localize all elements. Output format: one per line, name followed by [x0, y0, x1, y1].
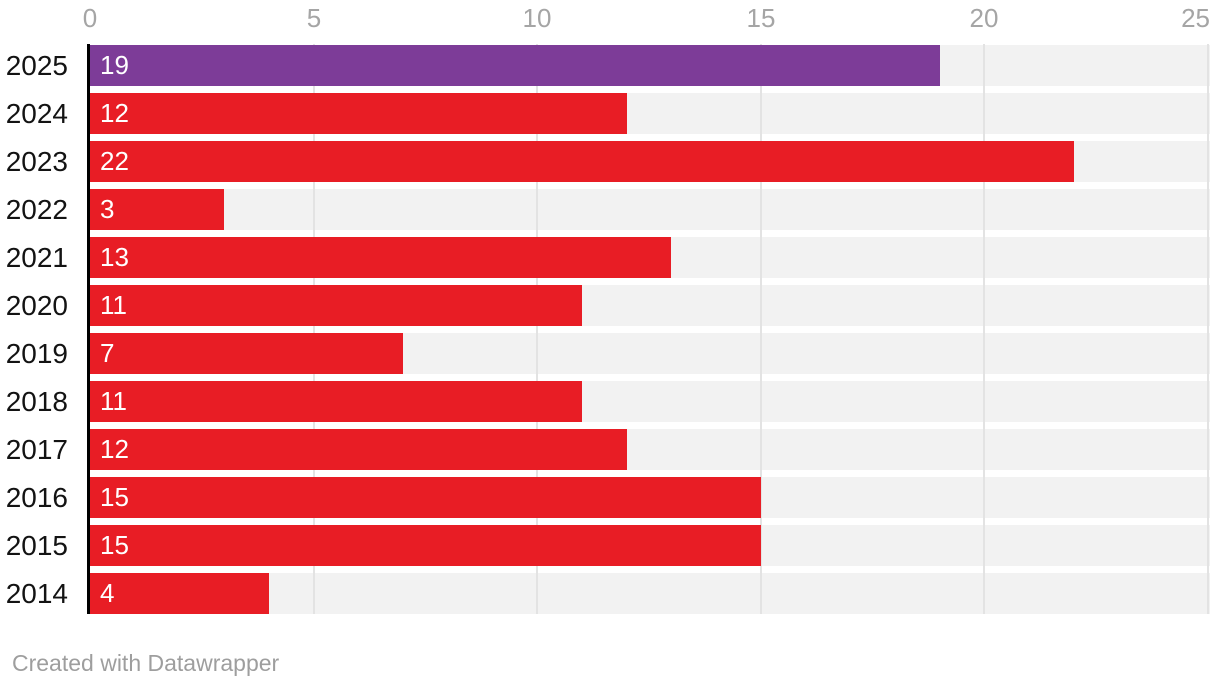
bar-value-label: 22: [100, 146, 129, 176]
bar-value-label: 15: [100, 482, 129, 512]
bar-2021: 13: [90, 237, 671, 278]
attribution-line: Created with Datawrapper: [12, 650, 279, 677]
bar-2020: 11: [90, 285, 582, 326]
gridline: [1207, 44, 1209, 614]
gridline: [313, 44, 315, 614]
bar-value-label: 12: [100, 98, 129, 128]
category-label-2020: 2020: [5, 289, 68, 321]
gridline: [760, 44, 762, 614]
bar-value-label: 13: [100, 242, 129, 272]
category-label-2015: 2015: [5, 529, 68, 561]
category-label-2014: 2014: [5, 577, 68, 609]
x-tick-label: 0: [82, 3, 98, 33]
bar-value-label: 11: [100, 386, 127, 416]
y-axis-line: [87, 44, 90, 614]
bar-2014: 4: [90, 573, 269, 614]
bar-2019: 7: [90, 333, 403, 374]
bar-2015: 15: [90, 525, 761, 566]
bar-value-label: 12: [100, 434, 129, 464]
category-label-2017: 2017: [5, 433, 68, 465]
bar-2016: 15: [90, 477, 761, 518]
category-label-2021: 2021: [5, 241, 68, 273]
bar-value-label: 3: [100, 194, 115, 224]
bar-2022: 3: [90, 189, 224, 230]
bar-2017: 12: [90, 429, 627, 470]
x-tick-label: 5: [306, 3, 322, 33]
category-label-2022: 2022: [5, 193, 68, 225]
credit-text: Created with Datawrapper: [12, 650, 280, 676]
x-tick-label: 25: [1181, 3, 1210, 33]
bar-2024: 12: [90, 93, 627, 134]
bar-value-label: 11: [100, 290, 127, 320]
bar-track: [90, 189, 1210, 230]
x-tick-label: 20: [969, 3, 999, 33]
category-label-2025: 2025: [5, 49, 68, 81]
gridline: [983, 44, 985, 614]
x-tick-label: 10: [522, 3, 552, 33]
category-label-2019: 2019: [5, 337, 68, 369]
category-label-2016: 2016: [5, 481, 68, 513]
bar-value-label: 15: [100, 530, 129, 560]
x-tick-label: 15: [746, 3, 776, 33]
bar-2018: 11: [90, 381, 582, 422]
bar-track: [90, 573, 1210, 614]
bar-value-label: 7: [100, 338, 115, 368]
bar-2023: 22: [90, 141, 1074, 182]
bar-value-label: 4: [100, 578, 115, 608]
gridline: [536, 44, 538, 614]
bar-2025: 19: [90, 45, 940, 86]
category-label-2018: 2018: [5, 385, 68, 417]
category-label-2024: 2024: [5, 97, 68, 129]
category-label-2023: 2023: [5, 145, 68, 177]
bar-value-label: 19: [100, 50, 129, 80]
